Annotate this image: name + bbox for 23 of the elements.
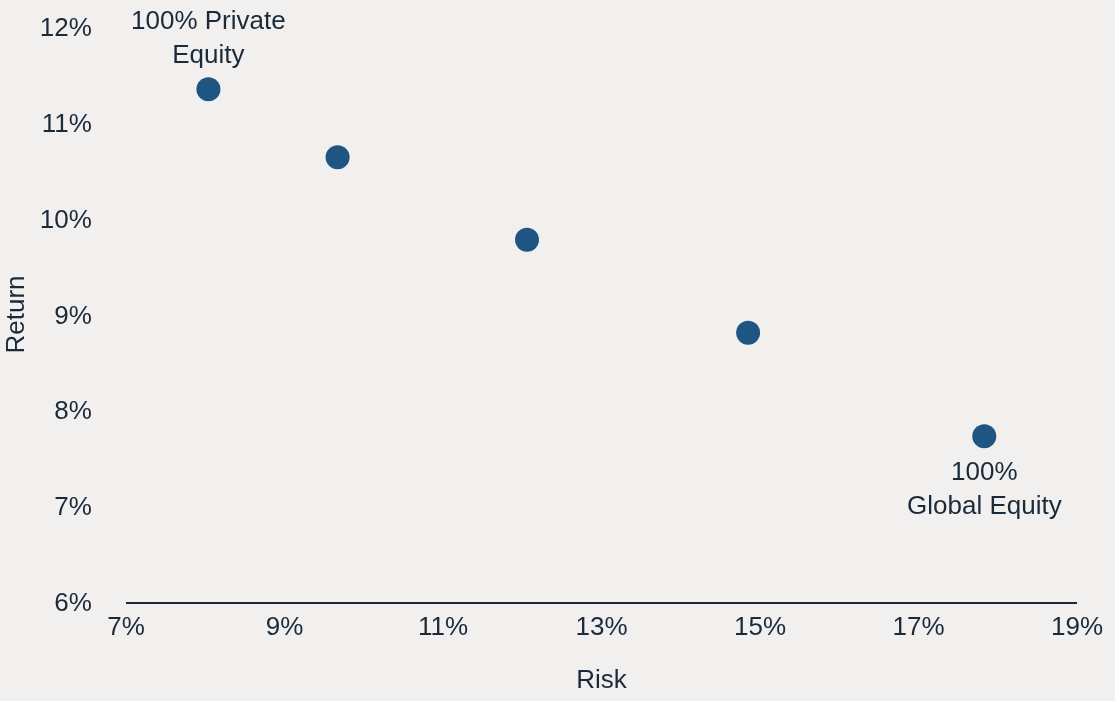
- y-axis-title: Return: [0, 275, 30, 354]
- annotation: 100% Private Equity: [131, 5, 286, 69]
- x-tick-label: 17%: [892, 611, 945, 642]
- y-tick-label: 6%: [54, 587, 92, 618]
- annotation: 100% Global Equity: [907, 456, 1062, 520]
- y-tick-label: 8%: [54, 395, 92, 426]
- point: [972, 424, 997, 449]
- point: [736, 320, 761, 345]
- y-tick-label: 9%: [54, 299, 92, 330]
- x-tick-label: 19%: [1050, 611, 1104, 642]
- x-tick-label: 9%: [265, 611, 304, 642]
- y-tick-label: 10%: [39, 203, 92, 234]
- x-tick-label: 13%: [575, 611, 628, 642]
- y-tick-label: 7%: [54, 491, 92, 522]
- x-tick-label: 11%: [417, 611, 469, 642]
- point: [515, 227, 540, 252]
- point: [196, 77, 221, 102]
- point: [325, 145, 350, 170]
- y-tick-label: 11%: [41, 107, 92, 138]
- x-tick-label: 15%: [733, 611, 787, 642]
- x-axis-title: Risk: [576, 664, 628, 695]
- x-tick-label: 7%: [107, 611, 145, 642]
- y-tick-label: 12%: [39, 12, 92, 43]
